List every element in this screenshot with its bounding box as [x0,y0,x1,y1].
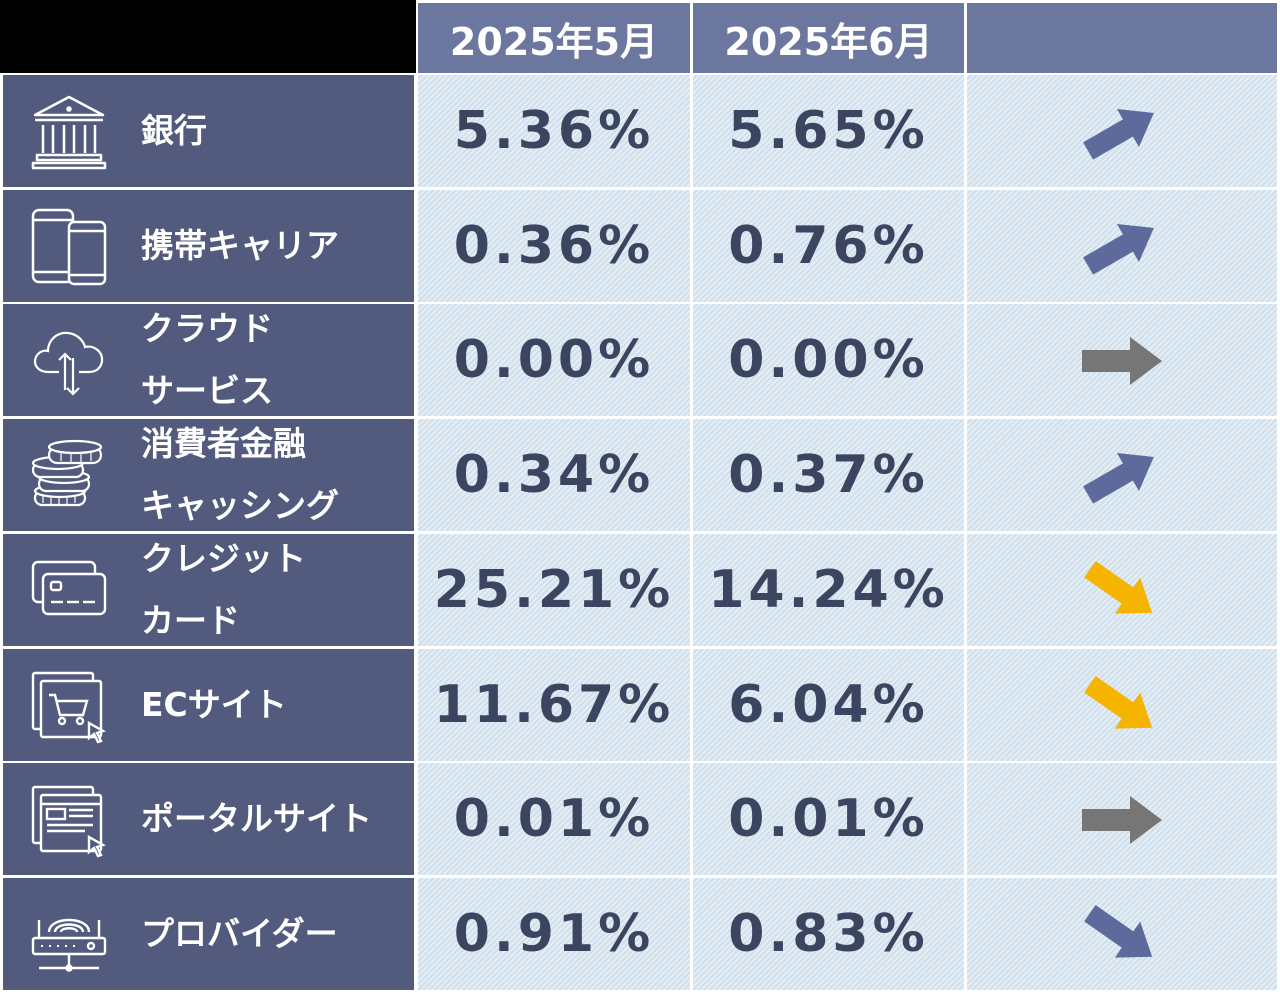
value-cell-may: 25.21% [418,534,690,646]
credit-card-icon [27,548,111,632]
value-cell-may: 5.36% [418,75,690,187]
cloud-icon [27,318,111,402]
header-corner [0,0,416,73]
row-label-text: プロバイダー [141,878,338,990]
trend-arrow-down [1084,676,1153,729]
router-icon [27,892,111,976]
value-cell-june: 6.04% [693,649,964,761]
row-label: クラウド サービス [3,304,414,416]
value-cell-june: 14.24% [693,534,964,646]
value-cell-june: 5.65% [693,75,964,187]
trend-arrow-up [1083,452,1154,504]
value-cell-june: 0.83% [693,878,964,990]
trend-arrow-flat [1082,796,1162,844]
value-cell-june: 0.00% [693,304,964,416]
trend-arrow-down [1084,905,1153,958]
value-cell-may: 11.67% [418,649,690,761]
trend-arrow-up [1083,108,1154,160]
trend-arrow-down [1084,561,1153,614]
bank-icon [27,89,111,173]
row-label: ECサイト [3,649,414,761]
column-header-june: 2025年6月 [693,3,964,73]
row-label-text: 銀行 [141,75,207,187]
smartphone-icon [27,204,111,288]
row-label: プロバイダー [3,878,414,990]
row-label-text: 消費者金融キャッシング [141,419,339,531]
value-cell-may: 0.36% [418,190,690,302]
row-label-line: ポータルサイト [141,799,372,838]
trend-cell [967,763,1277,875]
shopping-cart-icon [27,663,111,747]
row-label-line: クラウド [141,309,273,348]
trend-arrow-flat [1082,337,1162,385]
row-label-line: ECサイト [141,685,287,724]
row-label-line: 携帯キャリア [141,226,339,265]
row-label-line: 消費者金融 [141,424,306,463]
row-label: 銀行 [3,75,414,187]
trend-cell [967,75,1277,187]
value-cell-may: 0.91% [418,878,690,990]
row-label-line: キャッシング [141,486,339,525]
trend-cell [967,649,1277,761]
row-label-text: ECサイト [141,649,287,761]
trend-cell [967,304,1277,416]
coins-icon [27,433,111,517]
row-label-line: プロバイダー [141,914,338,953]
row-label-text: ポータルサイト [141,763,372,875]
row-label-text: クラウド サービス [141,304,273,416]
row-label: ポータルサイト [3,763,414,875]
trend-cell [967,534,1277,646]
trend-cell [967,878,1277,990]
value-cell-june: 0.37% [693,419,964,531]
value-cell-may: 0.01% [418,763,690,875]
row-label-line: クレジット [141,539,306,578]
row-label-text: クレジット カード [141,534,306,646]
value-cell-june: 0.01% [693,763,964,875]
row-label-text: 携帯キャリア [141,190,339,302]
row-label-line: 銀行 [141,111,207,150]
trend-cell [967,419,1277,531]
row-label: 携帯キャリア [3,190,414,302]
trend-cell [967,190,1277,302]
row-label-line: サービス [141,371,273,410]
trend-arrow-up [1083,223,1154,275]
row-label: 消費者金融キャッシング [3,419,414,531]
portal-window-icon [27,777,111,861]
value-cell-may: 0.00% [418,304,690,416]
column-header-trend [967,3,1277,73]
row-label: クレジット カード [3,534,414,646]
value-cell-may: 0.34% [418,419,690,531]
column-header-may: 2025年5月 [418,3,690,73]
value-cell-june: 0.76% [693,190,964,302]
row-label-line: カード [141,601,240,640]
